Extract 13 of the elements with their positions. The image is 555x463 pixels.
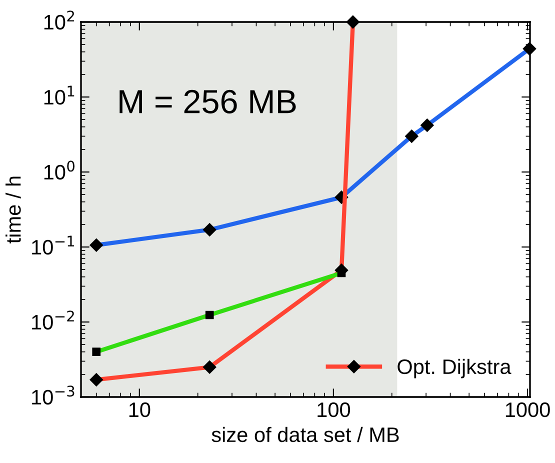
x-tick-label: 10 xyxy=(129,402,150,418)
y-tick-label: 10$^{1}$ xyxy=(44,86,74,105)
y-tick-label: 10$^{0}$ xyxy=(44,160,74,180)
annotation: M = 256 MB xyxy=(120,90,296,114)
x-tick-label: 1000 xyxy=(506,402,550,418)
y-axis-title: time / h xyxy=(6,176,21,244)
y-tick-label: 10$^{−3}$ xyxy=(32,386,74,405)
y-tick-label: 10$^{−2}$ xyxy=(32,310,74,330)
y-tick-label: 10$^{−1}$ xyxy=(32,236,74,255)
legend-label: Opt. Dijkstra xyxy=(398,358,512,378)
y-tick-label: 10$^{2}$ xyxy=(44,10,74,30)
x-tick-label: 100 xyxy=(318,402,350,418)
x-axis-title: size of data set / MB xyxy=(212,426,399,442)
